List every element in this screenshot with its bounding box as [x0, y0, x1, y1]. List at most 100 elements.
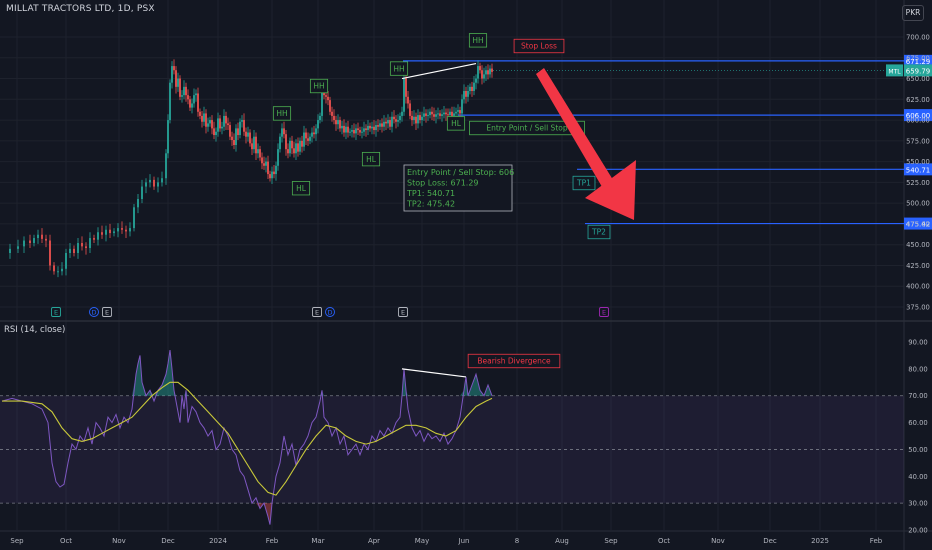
last-price-tag: [904, 64, 932, 77]
candle-body: [53, 265, 55, 272]
candle-body: [209, 120, 211, 124]
level-lines: 671.29 606.00 540.71 475.42 659.79 MTL: [403, 54, 932, 230]
entry-label: Entry Point / Sell Stop: [486, 124, 567, 133]
candle-body: [211, 120, 213, 129]
candle-body: [371, 126, 373, 129]
tp2-label-box: [587, 224, 611, 240]
candle-body: [353, 130, 355, 134]
swing-label: HH: [276, 109, 287, 118]
candle-body: [183, 86, 185, 96]
rsi-overbought-fill: [162, 374, 166, 396]
level-tag-tp2: [904, 217, 932, 230]
time-tick: Aug: [555, 537, 569, 545]
candle-body: [81, 243, 83, 247]
candle-body: [241, 120, 243, 122]
candle-body: [477, 66, 479, 79]
level-value-tp2: 475.42: [906, 221, 931, 229]
candle-body: [365, 128, 367, 131]
symbol-title[interactable]: MILLAT TRACTORS LTD, 1D, PSX: [6, 4, 155, 14]
candle-body: [359, 130, 361, 133]
rsi-overbought-fill: [472, 374, 476, 396]
price-tick: 600.00: [906, 117, 930, 125]
candle-body: [249, 132, 251, 144]
candle-body: [167, 120, 169, 154]
level-value-tp1: 540.71: [906, 166, 931, 174]
event-earnings: [312, 307, 322, 317]
candle-body: [325, 95, 327, 97]
price-tick: 550.00: [906, 158, 930, 166]
candle-body: [471, 86, 473, 91]
candle-body: [469, 86, 471, 91]
rsi-band: [0, 395, 904, 504]
price-tick: 525.00: [906, 179, 930, 187]
candle-body: [221, 126, 223, 129]
candle-body: [281, 128, 283, 137]
candle-body: [419, 115, 421, 121]
candle-body: [463, 91, 465, 100]
trade-box-line: Stop Loss: 671.29: [407, 179, 479, 188]
rsi-tick: 40.00: [908, 473, 927, 481]
entry-label-box: [469, 120, 585, 136]
candle-body: [383, 121, 385, 127]
candle-body: [161, 178, 163, 183]
candle-body: [407, 96, 409, 104]
candle-body: [485, 70, 487, 75]
candle-body: [141, 186, 143, 199]
candle-body: [313, 132, 315, 135]
currency-button[interactable]: PKR: [902, 5, 924, 21]
rsi-title[interactable]: RSI (14, close): [4, 325, 66, 335]
candle-body: [189, 99, 191, 108]
candle-body: [295, 143, 297, 154]
candle-body: [133, 207, 135, 229]
candle-body: [279, 136, 281, 150]
tp1-label: TP1: [576, 179, 591, 188]
rsi-tick: 60.00: [908, 419, 927, 427]
candle-body: [121, 228, 123, 230]
candle-body: [145, 182, 147, 187]
candle-body: [9, 248, 11, 253]
candle-body: [385, 121, 387, 124]
candle-body: [435, 114, 437, 117]
candle-body: [285, 134, 287, 150]
candle-body: [23, 240, 25, 247]
candle-body: [409, 103, 411, 116]
candle-body: [199, 111, 201, 116]
price-tick: 700.00: [906, 34, 930, 42]
candle-body: [17, 246, 19, 249]
rsi-overbought-fill: [158, 384, 162, 396]
time-tick: Sep: [10, 537, 24, 545]
candle-body: [171, 66, 173, 83]
divergence-label: Bearish Divergence: [477, 357, 551, 366]
rsi-tick: 50.00: [908, 446, 927, 454]
event-letter: E: [105, 309, 109, 317]
candle-body: [275, 165, 277, 175]
trade-box-line: Entry Point / Sell Stop: 606: [407, 168, 514, 177]
candle-body: [331, 111, 333, 116]
candle-body: [377, 125, 379, 127]
price-tick: 475.00: [906, 220, 930, 228]
candle-body: [293, 148, 295, 154]
price-tick: 450.00: [906, 241, 930, 249]
candle-body: [169, 82, 171, 121]
candle-body: [445, 112, 447, 115]
candle-body: [439, 113, 441, 116]
candle-body: [213, 128, 215, 136]
candle-body: [437, 113, 439, 115]
candle-body: [449, 111, 451, 116]
rsi-tick: 30.00: [908, 500, 927, 508]
candle-body: [301, 140, 303, 147]
candle-body: [467, 91, 469, 97]
swing-label: HH: [472, 36, 483, 45]
candle-body: [379, 123, 381, 127]
candle-body: [345, 126, 347, 133]
rsi-pane: [1, 350, 493, 525]
candle-body: [361, 131, 363, 133]
candle-body: [411, 115, 413, 121]
candle-body: [45, 238, 47, 241]
rsi-overbought-fill: [138, 355, 140, 396]
price-tick: 650.00: [906, 75, 930, 83]
candle-body: [401, 111, 403, 116]
candle-body: [181, 95, 183, 97]
